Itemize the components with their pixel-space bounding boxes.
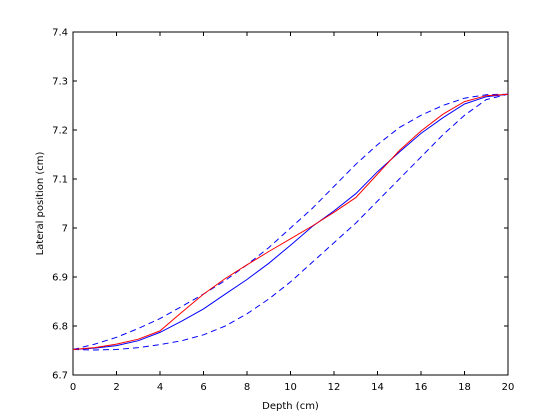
- series-lines: [72, 93, 509, 351]
- y-axis-label: Lateral position (cm): [35, 152, 46, 256]
- x-tick-label: 8: [244, 382, 250, 393]
- x-tick-label: 6: [200, 382, 206, 393]
- y-tick-label: 6.8: [52, 322, 68, 333]
- axis-ticks: [72, 31, 509, 376]
- x-tick-label: 12: [328, 382, 341, 393]
- series-line-2: [72, 93, 509, 351]
- series-line-4: [72, 93, 509, 350]
- y-tick-label: 7.3: [52, 77, 68, 88]
- y-tick-label: 7.2: [52, 126, 68, 137]
- tick-labels: 0 2 4 6 8 10 12 14 16 18 20 6.7 6.8 6.9 7 7.1 7.2 7.3 7.4: [52, 28, 514, 394]
- series-line-1: [72, 93, 509, 350]
- x-tick-label: 4: [157, 382, 163, 393]
- y-tick-label: 7.4: [52, 28, 68, 39]
- x-tick-label: 20: [502, 382, 515, 393]
- x-axis-label: Depth (cm): [262, 401, 319, 412]
- plot-area: [72, 31, 509, 376]
- x-tick-label: 16: [415, 382, 428, 393]
- x-tick-label: 10: [284, 382, 297, 393]
- y-tick-label: 6.7: [52, 371, 68, 382]
- x-tick-label: 2: [113, 382, 119, 393]
- y-tick-label: 7.1: [52, 175, 68, 186]
- y-tick-label: 6.9: [52, 273, 68, 284]
- x-tick-label: 14: [371, 382, 384, 393]
- x-tick-label: 18: [458, 382, 471, 393]
- series-line-3: [72, 93, 509, 350]
- x-tick-label: 0: [70, 382, 76, 393]
- y-tick-label: 7: [62, 224, 68, 235]
